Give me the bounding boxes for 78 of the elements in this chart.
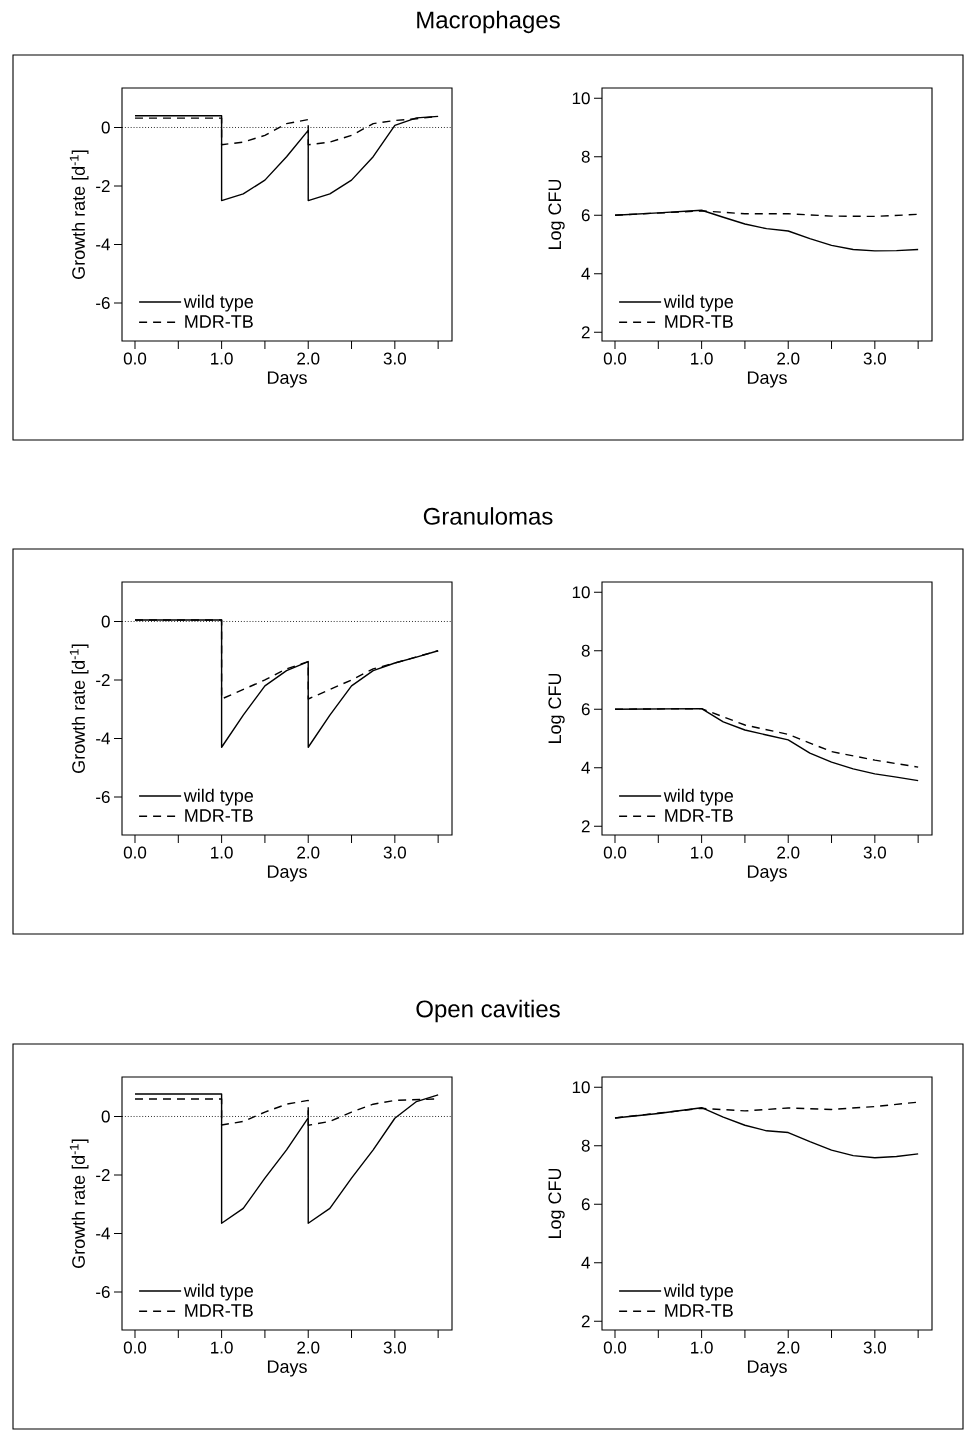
x-tick-label: 3.0: [383, 352, 406, 365]
legend-label: MDR-TB: [185, 315, 253, 328]
x-axis-title: Days: [267, 1360, 307, 1377]
y-tick-label: -4: [96, 1227, 110, 1240]
chart-title: Granulomas: [423, 507, 553, 525]
y-axis-title: Growth rate [d$^{-1}$]: [69, 644, 89, 773]
y-tick-label: -4: [96, 732, 110, 745]
x-axis-title: Days: [267, 371, 307, 388]
chart-title: Macrophages: [417, 10, 560, 34]
y-axis-title: Log CFU: [548, 673, 565, 744]
y-tick-label: 0: [101, 615, 110, 628]
x-tick-label: 0.0: [123, 846, 147, 859]
x-tick-label: 3.0: [863, 846, 886, 859]
legend-label: wild type: [663, 1283, 733, 1301]
y-tick-label: 6: [581, 1198, 590, 1211]
x-tick-label: 2.0: [777, 1341, 800, 1354]
y-tick-label: 10: [572, 92, 590, 105]
y-tick-label: -4: [96, 238, 110, 251]
legend-label: MDR-TB: [185, 809, 253, 822]
x-tick-label: 0.0: [123, 352, 147, 365]
y-tick-label: 2: [581, 326, 590, 339]
y-axis-title: Log CFU: [548, 179, 565, 250]
legend-label: wild type: [663, 294, 733, 312]
y-tick-label: 8: [581, 644, 590, 657]
x-tick-label: 1.0: [211, 352, 233, 365]
y-axis-title: Growth rate [d$^{-1}$]: [69, 150, 89, 279]
y-tick-label: 4: [581, 1256, 590, 1269]
y-tick-label: 8: [581, 1139, 590, 1152]
x-tick-label: 0.0: [603, 352, 627, 365]
y-tick-label: -2: [96, 674, 110, 686]
x-tick-label: 2.0: [297, 846, 320, 859]
y-tick-label: 2: [581, 820, 590, 833]
x-tick-label: 3.0: [863, 352, 886, 365]
y-tick-label: -6: [96, 1285, 110, 1298]
y-tick-label: 8: [581, 150, 590, 163]
x-tick-label: 0.0: [123, 1341, 147, 1354]
x-tick-label: 1.0: [211, 1341, 233, 1354]
y-tick-label: 2: [581, 1315, 590, 1328]
legend-label: MDR-TB: [665, 1304, 733, 1317]
y-tick-label: 4: [581, 761, 590, 774]
x-tick-label: 2.0: [777, 352, 800, 365]
legend-label: MDR-TB: [665, 809, 733, 822]
x-axis-title: Days: [747, 371, 787, 388]
y-axis-title: Growth rate [d$^{-1}$]: [69, 1139, 89, 1268]
x-tick-label: 2.0: [297, 352, 320, 365]
y-tick-label: 4: [581, 267, 590, 280]
y-tick-label: -6: [96, 296, 110, 309]
legend-label: wild type: [183, 294, 253, 312]
legend-label: wild type: [663, 788, 733, 806]
legend-label: MDR-TB: [185, 1304, 253, 1317]
x-tick-label: 3.0: [863, 1341, 886, 1354]
y-axis-title: Log CFU: [548, 1168, 565, 1239]
x-axis-title: Days: [747, 865, 787, 882]
x-tick-label: 2.0: [297, 1341, 320, 1354]
y-tick-label: 10: [572, 586, 590, 599]
y-tick-label: 10: [572, 1081, 590, 1094]
x-tick-label: 1.0: [691, 846, 713, 859]
chart-title: Open cavities: [416, 999, 560, 1023]
x-tick-label: 3.0: [383, 1341, 406, 1354]
legend-label: wild type: [183, 1283, 253, 1301]
x-tick-label: 1.0: [691, 352, 713, 365]
legend-label: MDR-TB: [665, 315, 733, 328]
x-axis-title: Days: [267, 865, 307, 882]
y-tick-label: -2: [96, 180, 110, 192]
y-tick-label: 0: [101, 121, 110, 134]
y-tick-label: 6: [581, 209, 590, 222]
x-tick-label: 3.0: [383, 846, 406, 859]
x-tick-label: 0.0: [603, 846, 627, 859]
x-axis-title: Days: [747, 1360, 787, 1377]
y-tick-label: -6: [96, 790, 110, 803]
y-tick-label: 0: [101, 1110, 110, 1123]
x-tick-label: 1.0: [211, 846, 233, 859]
legend-label: wild type: [183, 788, 253, 806]
y-tick-label: 6: [581, 703, 590, 716]
x-tick-label: 2.0: [777, 846, 800, 859]
x-tick-label: 1.0: [691, 1341, 713, 1354]
x-tick-label: 0.0: [603, 1341, 627, 1354]
y-tick-label: -2: [96, 1169, 110, 1181]
